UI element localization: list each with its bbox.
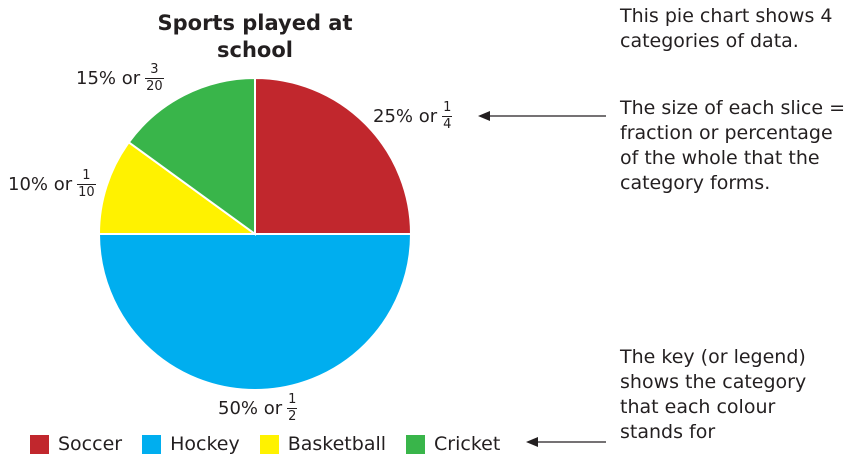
legend-swatch-cricket (406, 434, 426, 454)
legend-label-cricket: Cricket (434, 433, 501, 455)
pie-slice-basketball (97, 140, 259, 235)
legend-label-basketball: Basketball (287, 433, 387, 455)
slice-label-soccer: 25% or 1 4 (373, 96, 453, 136)
legend-label-soccer: Soccer (58, 433, 123, 455)
fraction-numerator: 3 (150, 61, 159, 77)
annotation-categories: This pie chart shows 4 categories of dat… (620, 5, 833, 52)
fraction-denominator: 10 (77, 183, 96, 200)
slice-percent-cricket: 15% or (76, 67, 141, 89)
legend: Soccer Hockey Basketball Cricket (30, 432, 520, 456)
chart-title: Sports played at school (157, 11, 353, 62)
pie-slice-soccer (254, 76, 413, 235)
fraction-numerator: 1 (443, 99, 452, 115)
slice-percent-soccer: 25% or (373, 105, 438, 127)
slice-percent-basketball: 10% or (8, 173, 73, 195)
legend-item-soccer: Soccer (30, 433, 122, 455)
slice-fraction-cricket: 3 20 (145, 61, 164, 94)
slice-label-hockey: 50% or 1 2 (218, 388, 298, 428)
legend-label-hockey: Hockey (170, 433, 240, 455)
fraction-denominator: 4 (442, 115, 453, 132)
slice-fraction-soccer: 1 4 (442, 99, 453, 132)
pie-slices (97, 76, 413, 391)
legend-swatch-soccer (30, 434, 49, 454)
legend-item-cricket: Cricket (406, 433, 500, 455)
annotation-legend: The key (or legend) shows the category t… (620, 346, 807, 443)
slice-label-cricket: 15% or 3 20 (76, 58, 164, 98)
legend-swatch-hockey (142, 434, 162, 454)
legend-item-hockey: Hockey (142, 433, 240, 455)
legend-arrow-head (526, 437, 538, 447)
legend-item-basketball: Basketball (259, 433, 387, 455)
slice-fraction-basketball: 1 10 (77, 167, 96, 200)
pie-slice-hockey (97, 233, 413, 391)
slice-percent-hockey: 50% or (218, 397, 283, 419)
annotation-slice-size: The size of each slice = fraction or per… (620, 97, 846, 194)
fraction-denominator: 20 (145, 77, 164, 94)
slice-fraction-hockey: 1 2 (287, 391, 298, 424)
fraction-denominator: 2 (287, 407, 298, 424)
fraction-numerator: 1 (288, 391, 297, 407)
slice-label-basketball: 10% or 1 10 (8, 164, 96, 204)
fraction-numerator: 1 (82, 167, 91, 183)
slice-size-arrow-head (478, 111, 490, 121)
annotation-arrows (478, 111, 606, 447)
pie-slice-cricket (127, 76, 256, 236)
legend-swatch-basketball (259, 434, 279, 454)
